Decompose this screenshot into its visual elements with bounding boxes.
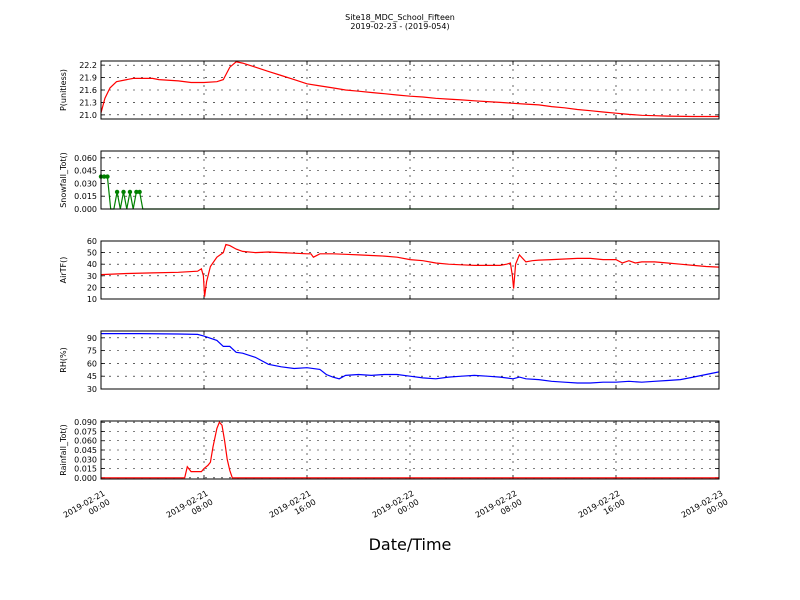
data-point xyxy=(102,174,107,179)
chart-subtitle: 2019-02-23 - (2019-054) xyxy=(350,22,449,31)
data-point xyxy=(114,189,120,195)
y-axis-label: P(unitless) xyxy=(59,69,68,111)
y-tick-label: 0.045 xyxy=(74,446,97,455)
y-tick-label: 21.0 xyxy=(79,111,97,120)
panel-frame xyxy=(100,330,720,390)
panel-frame xyxy=(100,240,720,300)
y-tick-label: 75 xyxy=(87,347,97,356)
y-tick-label: 0.030 xyxy=(74,179,97,188)
y-axis-label: RH(%) xyxy=(59,347,68,372)
y-tick-label: 0.015 xyxy=(74,465,97,474)
y-tick-label: 0.000 xyxy=(74,205,97,214)
y-tick-label: 0.030 xyxy=(74,455,97,464)
y-axis-label: Snowfall_Tot() xyxy=(59,152,68,208)
y-axis-label: Rainfall_Tot() xyxy=(59,424,68,476)
panel-frame xyxy=(100,150,720,210)
y-tick-label: 0.090 xyxy=(74,418,97,427)
panel-frame xyxy=(100,60,720,120)
y-axis-label: AirTF() xyxy=(59,257,68,284)
panel-0: 21.0 21.3 21.6 21.9 22.2 P(unitless) xyxy=(59,60,720,120)
y-tick-label: 60 xyxy=(87,237,97,246)
series-line xyxy=(100,61,719,118)
y-tick-label: 40 xyxy=(87,260,97,269)
y-tick-label: 22.2 xyxy=(79,61,97,70)
y-tick-label: 90 xyxy=(87,334,97,343)
y-tick-label: 0.000 xyxy=(74,474,97,483)
y-tick-label: 0.045 xyxy=(74,167,97,176)
data-point xyxy=(127,189,133,195)
y-tick-label: 21.6 xyxy=(79,86,97,95)
data-point xyxy=(105,174,110,179)
y-tick-label: 10 xyxy=(87,295,97,304)
y-tick-label: 50 xyxy=(87,249,97,258)
y-tick-label: 0.075 xyxy=(74,427,97,436)
y-tick-label: 60 xyxy=(87,359,97,368)
series-line xyxy=(101,421,719,479)
series-line xyxy=(101,333,720,384)
panel-2: 10 20 30 40 50 60 AirTF() xyxy=(59,237,720,304)
y-tick-label: 0.015 xyxy=(74,192,97,201)
y-tick-label: 45 xyxy=(87,372,97,381)
y-tick-label: 21.9 xyxy=(79,74,97,83)
chart-title: Site18_MDC_School_Fifteen xyxy=(345,13,455,22)
panels: 21.021.321.621.922.2P(unitless)0.0000.01… xyxy=(59,60,720,483)
panel-frame xyxy=(100,420,720,480)
y-tick-label: 30 xyxy=(87,272,97,281)
y-tick-label: 0.060 xyxy=(74,437,97,446)
series-line xyxy=(100,243,720,297)
y-tick-label: 20 xyxy=(87,283,97,292)
series-line xyxy=(101,176,719,210)
panel-3: 30 45 60 75 90 RH(%) xyxy=(59,330,720,394)
panel-1: 0.000 0.015 0.030 0.045 0.060 Snowfall_Tot() xyxy=(59,150,720,214)
y-tick-label: 30 xyxy=(87,385,97,394)
y-tick-label: 0.060 xyxy=(74,154,97,163)
data-point xyxy=(134,189,139,195)
x-axis-label: Date/Time xyxy=(369,535,452,554)
data-point xyxy=(121,189,126,195)
y-tick-label: 21.3 xyxy=(79,98,97,107)
data-point xyxy=(137,189,142,195)
